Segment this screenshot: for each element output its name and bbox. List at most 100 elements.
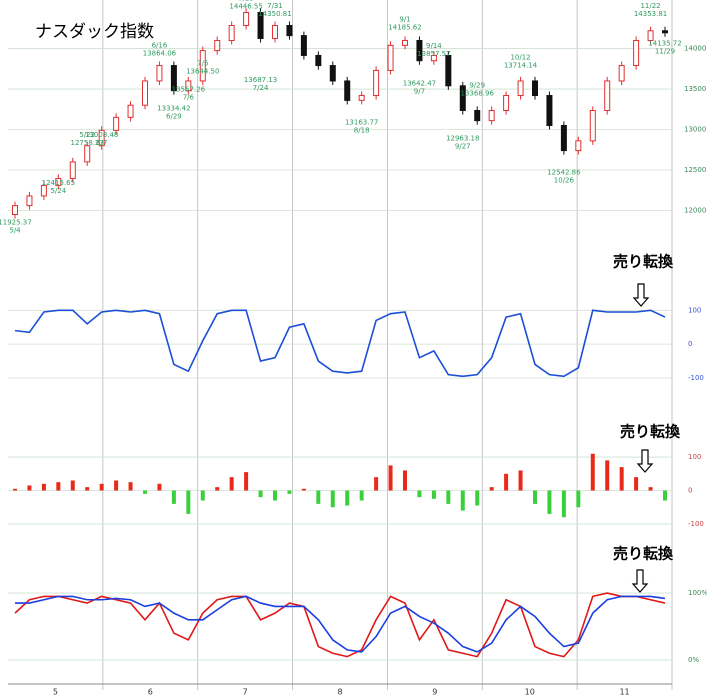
bar <box>576 490 581 508</box>
x-tick-label: 8 <box>337 688 342 697</box>
note-value: 13163.77 <box>345 118 378 126</box>
note-date: 7/5 <box>197 59 208 67</box>
chart-title: ナスダック指数 <box>35 22 154 42</box>
candle-body <box>430 54 437 62</box>
note-date: 6/16 <box>152 42 168 50</box>
candle-body <box>214 39 221 52</box>
note-date: 10/12 <box>510 54 530 62</box>
y-tick-label: 100 <box>688 306 701 314</box>
y-tick-label: 0 <box>688 340 692 348</box>
bar <box>504 473 509 491</box>
candle-body <box>12 205 18 216</box>
bar <box>533 490 537 504</box>
arrow <box>636 449 654 473</box>
note-value: 13687.13 <box>244 76 277 84</box>
note-value: 12415.65 <box>42 179 75 187</box>
bar <box>171 490 176 504</box>
candle-body <box>387 44 394 71</box>
bar <box>70 480 75 491</box>
x-tick-label: 10 <box>525 688 535 697</box>
bar <box>13 488 17 491</box>
bar <box>143 490 147 494</box>
bar <box>345 490 350 506</box>
bar <box>634 477 639 491</box>
note-date: 7/23 <box>238 0 254 2</box>
note-date: 5/22 <box>79 131 95 139</box>
note-value: 14446.55 <box>229 2 262 10</box>
note-value: 13864.06 <box>143 50 177 58</box>
bar <box>489 487 494 491</box>
candle-body <box>474 110 481 122</box>
bar <box>215 487 220 491</box>
y-tick-label: 100% <box>688 589 707 597</box>
note-date: 9/14 <box>426 42 442 50</box>
candle-body <box>98 129 105 147</box>
bar <box>460 490 465 511</box>
y-tick-label: 100 <box>688 453 701 461</box>
bar <box>518 470 523 491</box>
bar <box>200 490 205 501</box>
candle-body <box>156 65 163 82</box>
candle-body <box>40 184 47 197</box>
line-series <box>15 595 666 653</box>
y-tick-label: 13500 <box>684 85 706 93</box>
candle-body <box>662 30 668 34</box>
note-value: 13642.47 <box>403 80 436 88</box>
note-date: 11/29 <box>655 48 675 56</box>
candle-body <box>618 65 625 82</box>
bar <box>475 490 480 506</box>
candle-body <box>142 80 148 106</box>
bar <box>316 490 321 504</box>
y-tick-label: 12000 <box>684 206 706 214</box>
candle-body <box>84 145 91 163</box>
note-date: 7/24 <box>253 84 269 92</box>
bar <box>403 470 407 491</box>
note-date: 9/27 <box>455 143 471 151</box>
note-value: 13334.42 <box>157 104 190 112</box>
x-tick-label: 9 <box>432 688 437 697</box>
bar <box>663 490 667 501</box>
candle-body <box>633 39 640 67</box>
candle-body <box>286 25 293 37</box>
note-date: 5/4 <box>9 227 21 235</box>
y-tick-label: 13000 <box>684 126 706 134</box>
note-date: 8/18 <box>354 126 370 134</box>
bar <box>619 467 624 491</box>
line-series <box>14 309 666 378</box>
candle-body <box>170 65 177 92</box>
bar <box>114 480 119 491</box>
candle-body <box>329 65 336 82</box>
annotation: 売り転換 <box>620 423 681 441</box>
bar <box>417 490 422 498</box>
bar <box>287 490 292 494</box>
bar <box>85 487 90 491</box>
bar <box>330 490 335 508</box>
x-tick-label: 5 <box>53 688 58 697</box>
candle-body <box>272 25 278 39</box>
candle-body <box>127 104 134 118</box>
candle-body <box>228 25 235 41</box>
y-tick-label: 0% <box>688 656 699 664</box>
note-value: 12963.18 <box>446 135 479 143</box>
x-tick-label: 6 <box>148 688 153 697</box>
bar <box>41 483 46 491</box>
candle-body <box>26 195 33 207</box>
note-value: 14185.62 <box>388 24 421 32</box>
candle-body <box>300 35 307 56</box>
bar <box>229 477 234 491</box>
note-value: 11925.37 <box>0 219 32 227</box>
note-value: 13714.14 <box>504 62 538 70</box>
candle-body <box>546 95 553 126</box>
bar <box>446 490 451 504</box>
annotation: 売り転換 <box>613 545 674 563</box>
candle-body <box>243 12 250 26</box>
y-tick-label: 12500 <box>684 166 706 174</box>
note-value: 13368.96 <box>461 90 495 98</box>
note-date: 10/26 <box>554 177 575 185</box>
candle-body <box>488 110 495 122</box>
bar <box>258 490 263 498</box>
bar <box>359 490 364 501</box>
candle-body <box>315 54 322 67</box>
candle-body <box>69 161 76 179</box>
note-date: 9/7 <box>414 88 425 96</box>
